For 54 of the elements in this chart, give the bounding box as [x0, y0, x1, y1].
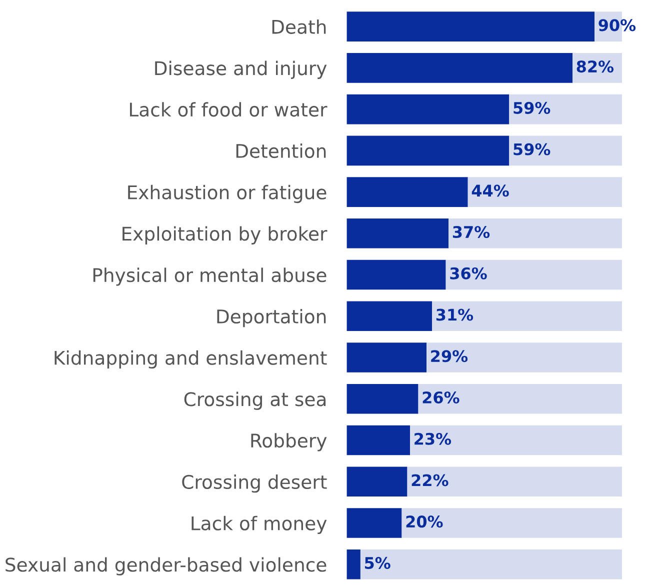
y-tick-label: Sexual and gender-based violence	[6, 557, 326, 576]
bar	[407, 466, 622, 497]
y-tick-label: Robbery	[251, 433, 327, 452]
y-tick-label: Physical or mental abuse	[93, 268, 326, 286]
y-tick-label: Exploitation by broker	[122, 226, 328, 244]
bar	[346, 136, 510, 166]
bar	[346, 177, 468, 207]
bar	[346, 301, 432, 332]
bar	[468, 177, 622, 207]
bar	[346, 260, 446, 290]
data-label: 29%	[431, 350, 468, 362]
y-tick-label: Crossing desert	[182, 474, 327, 493]
bar	[346, 384, 418, 414]
data-label: 23%	[414, 432, 452, 445]
bar	[418, 384, 622, 414]
data-label: 31%	[436, 308, 474, 321]
y-tick-label: Exhaustion or fatigue	[128, 184, 326, 204]
y-tick-label: Lack of food or water	[130, 102, 328, 117]
data-label: 26%	[422, 391, 460, 404]
data-label: 90%	[598, 19, 636, 32]
y-tick-label: Death	[272, 19, 326, 34]
data-label: 59%	[514, 143, 550, 156]
data-label: 37%	[452, 226, 490, 238]
bar	[346, 549, 360, 580]
bar	[346, 466, 408, 497]
bar	[509, 94, 622, 124]
data-label: 36%	[450, 267, 487, 280]
bar	[360, 549, 622, 580]
y-tick-label: Kidnapping and enslavement	[54, 350, 327, 369]
bar	[402, 508, 622, 538]
y-tick-label: Lack of money	[192, 516, 327, 534]
bar	[346, 508, 402, 538]
bar	[432, 301, 622, 332]
bar	[346, 218, 449, 248]
bar	[446, 260, 622, 290]
bar	[346, 342, 427, 372]
y-tick-label: Crossing at sea	[184, 392, 326, 410]
data-label: 44%	[472, 184, 509, 197]
bar	[346, 12, 595, 42]
data-label: 59%	[514, 102, 550, 114]
y-tick-label: Deportation	[217, 309, 326, 328]
bar	[448, 218, 622, 248]
bar	[509, 136, 622, 166]
data-label: 82%	[576, 60, 614, 73]
bar	[346, 425, 410, 456]
bar	[426, 342, 622, 372]
data-label: 5%	[364, 556, 390, 570]
bar	[410, 425, 622, 456]
y-tick-label: Detention	[236, 144, 326, 158]
data-label: 20%	[406, 516, 443, 528]
bar	[346, 94, 510, 124]
y-tick-label: Disease and injury	[155, 60, 327, 79]
data-label: 22%	[412, 474, 448, 486]
bar	[346, 53, 573, 83]
